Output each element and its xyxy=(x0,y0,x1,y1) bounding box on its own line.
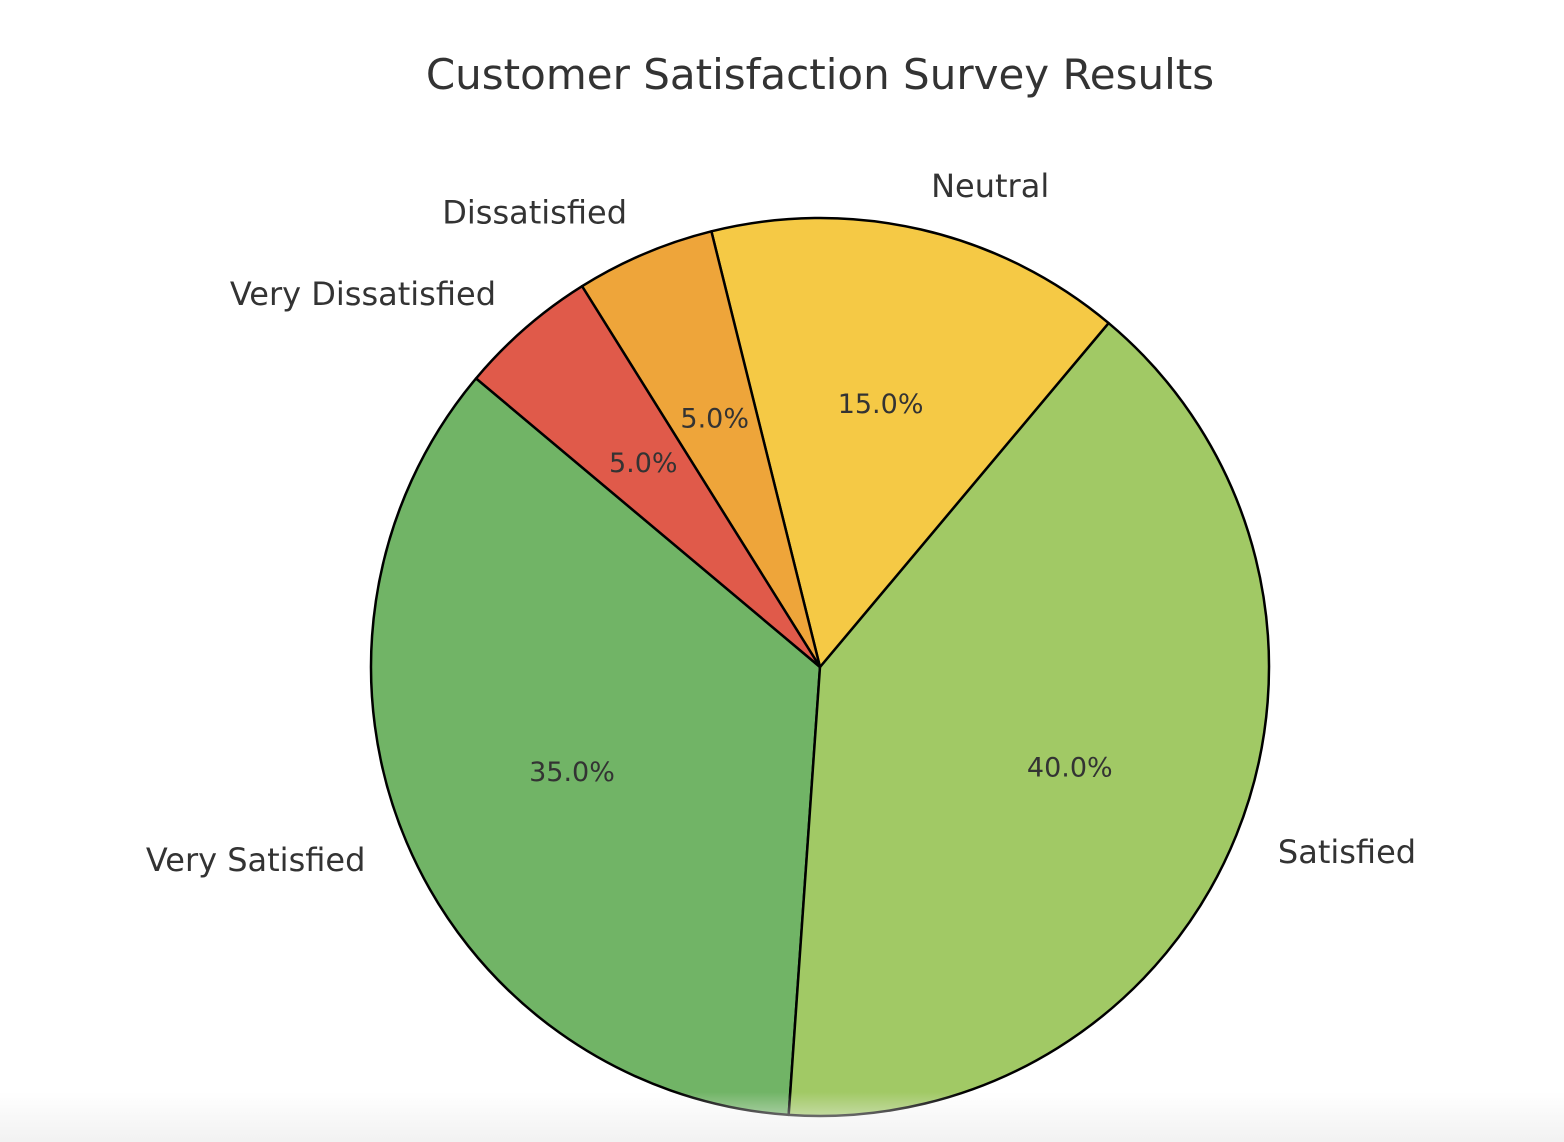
category-label-neutral: Neutral xyxy=(931,167,1049,205)
category-label-very-dissatisfied: Very Dissatisfied xyxy=(230,275,496,313)
category-labels: Very Satisfied Satisfied Neutral Dissatisfi… xyxy=(146,167,1416,879)
bottom-fade xyxy=(0,1092,1564,1142)
percentage-labels: 35.0% 40.0% 15.0% 5.0%5.0% xyxy=(529,389,1113,788)
pct-label-neutral: 15.0% xyxy=(838,389,924,420)
category-label-satisfied: Satisfied xyxy=(1278,833,1416,871)
pct-label-very-satisfied: 35.0% xyxy=(529,757,615,788)
slice-very-satisfied xyxy=(369,377,822,1117)
pie-slices xyxy=(369,216,1271,1118)
category-label-dissatisfied: Dissatisfied xyxy=(442,193,627,231)
chart-title: Customer Satisfaction Survey Results xyxy=(426,50,1214,99)
pct-label-dissatisfied: 5.0% xyxy=(680,404,749,435)
category-label-very-satisfied: Very Satisfied xyxy=(146,841,366,879)
pct-label-satisfied: 40.0% xyxy=(1027,752,1113,783)
slice-neutral xyxy=(710,216,1110,669)
slice-very-dissatisfied xyxy=(474,284,822,669)
pct-label-very-dissatisfied: 5.0% xyxy=(609,448,678,479)
